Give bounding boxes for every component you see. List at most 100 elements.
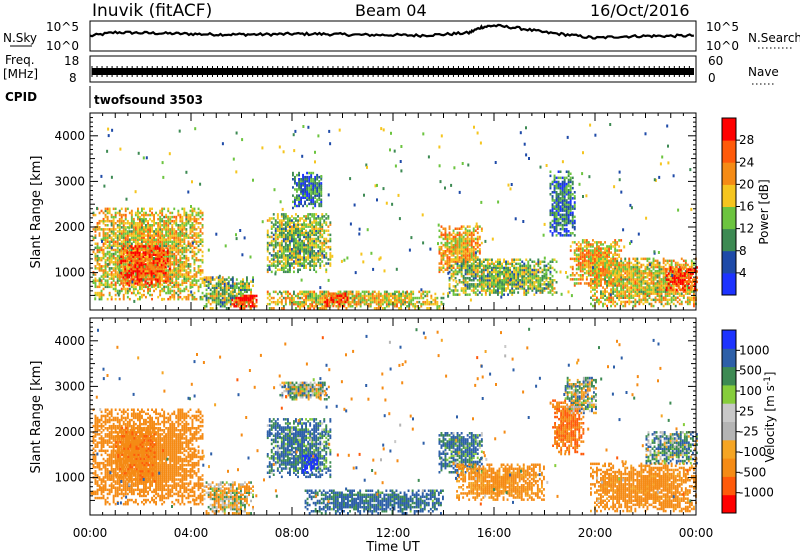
heatmap-cell <box>124 269 127 273</box>
heatmap-cell <box>158 255 161 258</box>
heatmap-cell <box>143 228 145 231</box>
heatmap-cell <box>104 246 107 250</box>
heatmap-cell <box>155 238 157 241</box>
heatmap-cell <box>181 248 184 252</box>
heatmap-cell <box>541 287 544 290</box>
heatmap-cell <box>561 223 564 227</box>
heatmap-cell <box>177 246 180 250</box>
heatmap-cell <box>138 278 141 281</box>
heatmap-cell <box>205 296 208 300</box>
heatmap-cell <box>146 271 149 275</box>
heatmap-cell <box>247 294 250 298</box>
heatmap-cell <box>201 244 204 248</box>
heatmap-cell <box>559 205 562 208</box>
heatmap-cell <box>175 248 178 252</box>
heatmap-cell <box>122 269 125 272</box>
heatmap-cell <box>191 230 194 233</box>
heatmap-cell <box>141 246 143 250</box>
heatmap-cell <box>147 219 149 223</box>
heatmap-cell <box>183 295 186 299</box>
heatmap-cell <box>189 226 192 229</box>
heatmap-cell <box>557 193 560 196</box>
heatmap-cell <box>185 269 188 272</box>
heatmap-cell <box>181 217 184 221</box>
heatmap-cell <box>307 262 310 265</box>
heatmap-cell <box>128 240 131 243</box>
heatmap-cell <box>110 224 113 227</box>
heatmap-cell <box>361 290 364 294</box>
heatmap-cell <box>549 264 552 268</box>
heatmap-cell <box>312 196 315 199</box>
heatmap-cell <box>166 280 169 283</box>
heatmap-cell <box>205 280 208 283</box>
heatmap-cell <box>112 269 115 272</box>
heatmap-cell <box>173 285 176 289</box>
heatmap-cell <box>338 298 341 302</box>
heatmap-cell <box>213 290 216 294</box>
heatmap-cell <box>108 228 111 231</box>
heatmap-cell <box>165 238 168 241</box>
heatmap-cell <box>110 295 113 299</box>
heatmap-cell <box>108 258 111 262</box>
heatmap-cell <box>243 300 246 304</box>
heatmap-cell <box>114 258 117 262</box>
heatmap-cell <box>100 219 103 223</box>
heatmap-cell <box>156 271 159 275</box>
heatmap-cell <box>104 283 107 287</box>
heatmap-cell <box>292 194 294 197</box>
heatmap-cell <box>231 302 234 306</box>
heatmap-cell <box>142 265 145 269</box>
heatmap-cell <box>177 226 180 229</box>
heatmap-cell <box>136 247 139 250</box>
heatmap-cell <box>313 305 316 308</box>
heatmap-cell <box>159 283 162 287</box>
heatmap-cell <box>323 290 326 294</box>
heatmap-cell <box>551 279 554 282</box>
heatmap-cell <box>159 289 162 293</box>
heatmap-cell <box>345 307 348 310</box>
heatmap-cell <box>185 246 188 250</box>
heatmap-cell <box>199 248 202 252</box>
heatmap-cell <box>116 224 119 227</box>
heatmap-cell <box>315 217 318 220</box>
heatmap-cell <box>124 230 127 233</box>
heatmap-cell <box>104 228 107 231</box>
heatmap-cell <box>166 247 169 250</box>
heatmap-cell <box>446 254 449 257</box>
heatmap-cell <box>169 263 172 266</box>
heatmap-cell <box>108 263 111 266</box>
heatmap-cell <box>329 245 332 249</box>
heatmap-cell <box>555 291 558 294</box>
heatmap-cell <box>460 225 463 228</box>
heatmap-cell <box>191 222 194 225</box>
heatmap-cell <box>108 234 111 237</box>
heatmap-cell <box>154 253 157 256</box>
heatmap-cell <box>165 226 168 229</box>
heatmap-cell <box>158 278 161 281</box>
heatmap-cell <box>147 230 149 233</box>
heatmap-cell <box>104 207 107 211</box>
heatmap-cell <box>98 211 101 215</box>
heatmap-cell <box>96 258 99 262</box>
heatmap-cell <box>161 242 164 245</box>
heatmap-cell <box>187 263 190 266</box>
heatmap-cell <box>189 250 192 254</box>
heatmap-cell <box>319 245 322 249</box>
heatmap-cell <box>557 217 560 221</box>
heatmap-cell <box>169 297 172 301</box>
heatmap-cell <box>193 263 196 266</box>
heatmap-cell <box>139 236 141 239</box>
heatmap-cell <box>146 269 149 273</box>
heatmap-cell <box>116 275 119 278</box>
heatmap-cell <box>301 239 303 243</box>
heatmap-cell <box>120 259 123 263</box>
heatmap-cell <box>120 222 123 225</box>
heatmap-cell <box>108 242 111 245</box>
heatmap-cell <box>193 246 196 250</box>
heatmap-cell <box>98 281 101 284</box>
heatmap-cell <box>120 246 123 250</box>
heatmap-cell <box>375 307 378 310</box>
heatmap-cell <box>175 222 178 225</box>
heatmap-cell <box>116 236 119 239</box>
